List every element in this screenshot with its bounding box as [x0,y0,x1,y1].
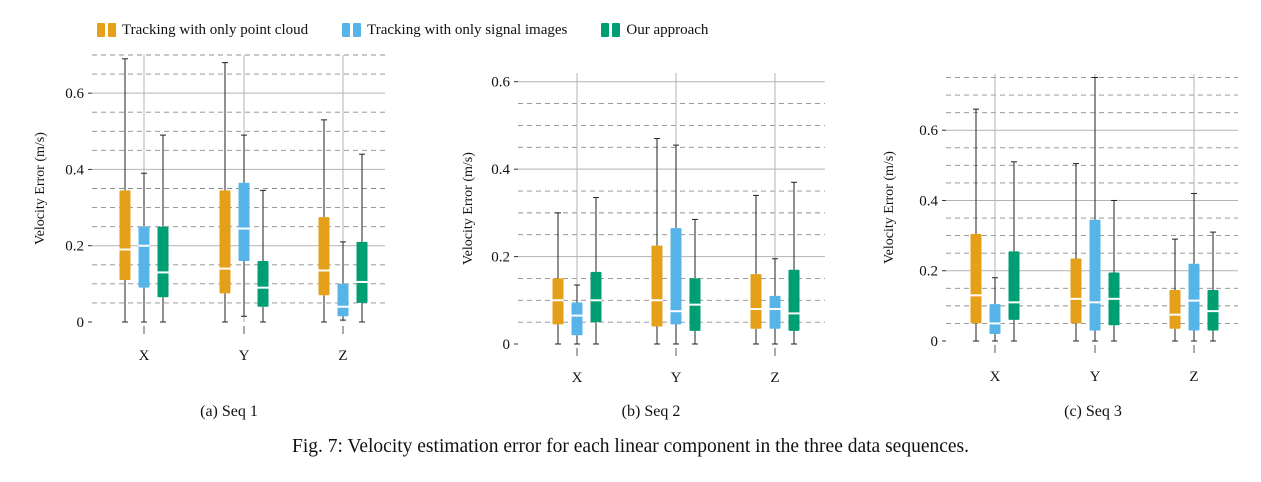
x-tick-label: Y [671,370,682,386]
x-tick-label: X [572,370,583,386]
box-y-series-3 [1108,199,1120,342]
subplot-title: (c) Seq 3 [1064,403,1122,420]
legend-label: Tracking with only point cloud [122,21,309,38]
box-body [989,304,1001,334]
x-tick-label: Z [1189,369,1198,385]
box-body [138,226,150,288]
y-tick-label: 0.4 [65,162,84,178]
legend-swatch-icon [97,23,116,37]
legend-swatch-icon [601,23,621,37]
x-tick-label: Y [1090,369,1101,385]
y-tick-label: 0 [77,315,85,331]
x-tick-label: X [139,348,150,364]
box-x-series-2 [138,172,150,323]
x-tick-label: Y [239,348,250,364]
box-y-series-1 [219,62,231,323]
box-body [337,283,349,317]
box-y-series-2 [670,144,682,345]
box-z-series-1 [318,119,330,323]
box-body [571,302,583,336]
box-body [1188,263,1200,331]
box-body [552,278,564,325]
box-x-series-3 [1008,161,1020,342]
x-tick-label: Z [770,370,779,386]
box-x-series-2 [571,284,583,345]
box-z-series-2 [1188,192,1200,342]
box-body [670,228,682,325]
y-tick-label: 0.6 [919,123,938,139]
box-body [238,182,250,261]
box-body [788,269,800,331]
figure-caption: Fig. 7: Velocity estimation error for ea… [291,436,970,457]
chart-panel-2: 0 0.2 0.4 0.6 Velocity Error (m/s) X Y Z (b) Seq… [461,73,825,420]
box-body [119,190,131,281]
box-y-series-3 [257,189,269,323]
y-tick-label: 0.4 [919,193,938,209]
box-z-series-3 [1207,231,1219,342]
box-body [750,274,762,329]
x-tick-label: Z [338,348,347,364]
box-y-series-3 [689,218,701,345]
y-tick-label: 0.4 [491,162,510,178]
y-tick-label: 0.2 [65,239,84,255]
box-body [1008,251,1020,320]
chart-panel-1: 0 0.2 0.4 0.6 Velocity Error (m/s) X Y Z (a) Seq… [33,54,385,420]
box-body [970,233,982,324]
box-x-series-1 [552,212,564,345]
box-x-series-3 [590,197,602,345]
y-tick-label: 0 [503,337,511,353]
legend-label: Tracking with only signal images [367,21,568,38]
legend-item-signal-images: Tracking with only signal images [342,22,567,39]
legend-item-our-approach: Our approach [601,22,708,39]
box-body [651,245,663,327]
box-z-series-2 [769,258,781,345]
box-z-series-3 [356,153,368,323]
subplot-title: (b) Seq 2 [622,403,681,420]
box-x-series-1 [970,108,982,342]
box-body [219,190,231,294]
box-x-series-3 [157,134,169,323]
box-body [1169,290,1181,329]
box-z-series-1 [1169,238,1181,342]
box-z-series-1 [750,194,762,345]
box-body [769,295,781,329]
y-tick-label: 0.6 [65,86,84,102]
chart-panel-3: 0 0.2 0.4 0.6 Velocity Error (m/s) X Y Z (c) Seq… [882,74,1238,420]
box-y-series-2 [238,134,250,317]
box-y-series-2 [1089,77,1101,342]
box-x-series-2 [989,277,1001,342]
box-body [1070,258,1082,324]
y-tick-label: 0.2 [919,264,938,280]
box-body [356,241,368,303]
y-tick-label: 0.6 [491,75,510,91]
legend: Tracking with only point cloud Tracking … [97,18,708,42]
box-body [157,226,169,298]
box-body [1089,219,1101,331]
box-z-series-3 [788,181,800,345]
charts-canvas: 0 0.2 0.4 0.6 Velocity Error (m/s) X Y Z (a) Seq… [33,54,1238,420]
y-axis-label: Velocity Error (m/s) [33,132,48,245]
box-body [257,260,269,307]
legend-item-point-cloud: Tracking with only point cloud [97,22,308,39]
box-body [318,217,330,296]
y-tick-label: 0 [931,334,939,350]
box-z-series-2 [337,241,349,321]
x-tick-label: X [990,369,1001,385]
legend-swatch-icon [342,23,362,37]
box-y-series-1 [1070,163,1082,342]
box-body [590,271,602,323]
subplot-title: (a) Seq 1 [200,403,258,420]
y-axis-label: Velocity Error (m/s) [461,152,476,265]
y-tick-label: 0.2 [491,250,510,266]
box-x-series-1 [119,58,131,323]
box-y-series-1 [651,138,663,345]
legend-label: Our approach [626,21,709,38]
y-axis-label: Velocity Error (m/s) [882,151,897,264]
